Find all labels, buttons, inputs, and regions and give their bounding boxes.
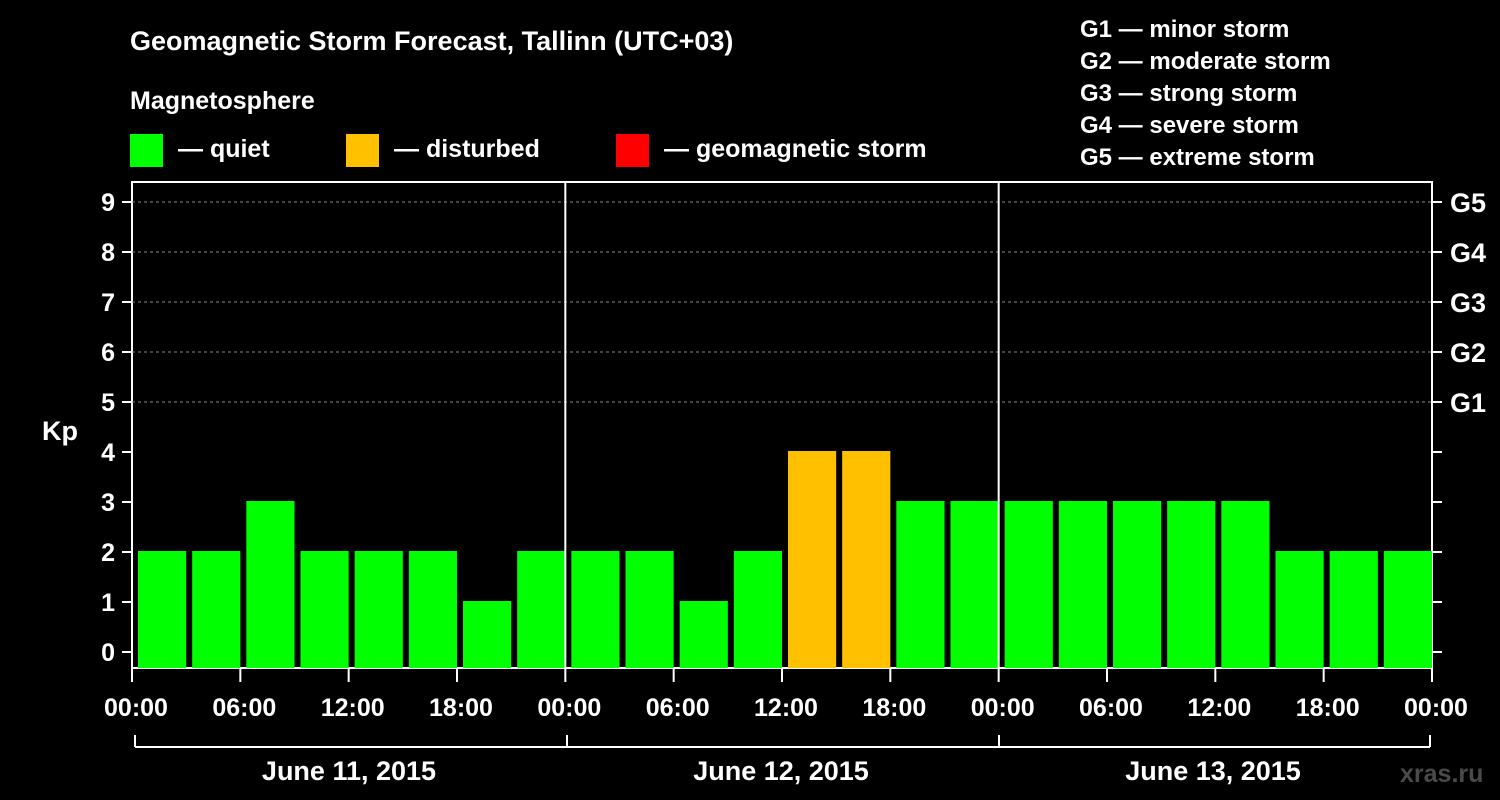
legend-label-storm: — geomagnetic storm <box>664 135 927 163</box>
y-tick-label-9: 9 <box>101 189 115 217</box>
legend-swatch-disturbed <box>346 134 379 167</box>
x-tick-label-2: 12:00 <box>321 694 385 722</box>
bar-18 <box>1113 501 1162 668</box>
y-tick-label-5: 5 <box>101 389 115 417</box>
x-tick-label-12: 00:00 <box>1404 694 1468 722</box>
y-tick-label-7: 7 <box>101 289 115 317</box>
storm-scale-g2: G2 — moderate storm <box>1080 48 1331 75</box>
bar-4 <box>354 551 403 668</box>
bar-10 <box>679 601 728 668</box>
storm-scale-g1: G1 — minor storm <box>1080 16 1289 43</box>
bar-9 <box>625 551 674 668</box>
bar-22 <box>1329 551 1378 668</box>
x-tick-label-4: 00:00 <box>537 694 601 722</box>
g-level-label-g5: G5 <box>1450 188 1486 218</box>
legend-swatch-storm <box>616 134 649 167</box>
bar-12 <box>788 451 837 668</box>
axes-layer: 0 1 2 3 4 5 6 7 8 9 G1 G2 G3 G4 G5 00:00 06:00 12:00 18:00… <box>101 182 1486 748</box>
y-tick-label-1: 1 <box>101 589 115 617</box>
bars-layer <box>138 451 1432 668</box>
bar-19 <box>1167 501 1216 668</box>
storm-scale-g4: G4 — severe storm <box>1080 112 1299 139</box>
y-tick-label-2: 2 <box>101 539 115 567</box>
x-tick-label-5: 06:00 <box>646 694 710 722</box>
bar-23 <box>1383 551 1432 668</box>
day-label-2: June 12, 2015 <box>693 756 869 786</box>
legend-label-quiet: — quiet <box>178 135 270 163</box>
day-label-1: June 11, 2015 <box>262 756 436 786</box>
day-label-3: June 13, 2015 <box>1125 756 1301 786</box>
bar-14 <box>896 501 945 668</box>
legend-heading: Magnetosphere <box>130 87 315 115</box>
legend-label-disturbed: — disturbed <box>394 135 540 163</box>
bar-1 <box>192 551 241 668</box>
bar-6 <box>463 601 512 668</box>
bar-3 <box>300 551 349 668</box>
y-tick-label-0: 0 <box>101 639 115 667</box>
x-tick-label-11: 18:00 <box>1296 694 1360 722</box>
storm-scale-g5: G5 — extreme storm <box>1080 144 1315 171</box>
x-tick-label-8: 00:00 <box>971 694 1035 722</box>
g-level-label-g1: G1 <box>1450 388 1486 418</box>
bar-17 <box>1058 501 1107 668</box>
storm-scale-g3: G3 — strong storm <box>1080 80 1297 107</box>
x-tick-label-10: 12:00 <box>1187 694 1251 722</box>
bar-8 <box>571 551 620 668</box>
bar-7 <box>517 551 566 668</box>
grid-layer <box>132 201 1432 403</box>
y-tick-label-4: 4 <box>101 439 115 467</box>
bar-5 <box>408 551 457 668</box>
bar-0 <box>138 551 187 668</box>
g-level-label-g4: G4 <box>1450 238 1486 268</box>
x-tick-label-3: 18:00 <box>429 694 493 722</box>
chart-title: Geomagnetic Storm Forecast, Tallinn (UTC… <box>130 26 733 56</box>
bar-13 <box>842 451 891 668</box>
x-tick-label-7: 18:00 <box>862 694 926 722</box>
legend-swatch-quiet <box>130 134 163 167</box>
bar-2 <box>246 501 295 668</box>
bar-21 <box>1275 551 1324 668</box>
x-tick-label-0: 00:00 <box>104 694 168 722</box>
g-level-label-g2: G2 <box>1450 338 1486 368</box>
y-tick-label-8: 8 <box>101 239 115 267</box>
y-axis-label: Kp <box>42 416 78 446</box>
watermark: xras.ru <box>1400 760 1483 788</box>
g-level-label-g3: G3 <box>1450 288 1486 318</box>
bar-16 <box>1004 501 1053 668</box>
bar-20 <box>1221 501 1270 668</box>
x-tick-label-6: 12:00 <box>754 694 818 722</box>
y-tick-label-3: 3 <box>101 489 115 517</box>
x-tick-label-9: 06:00 <box>1079 694 1143 722</box>
y-tick-label-6: 6 <box>101 339 115 367</box>
bar-15 <box>950 501 999 668</box>
bar-11 <box>733 551 782 668</box>
x-tick-label-1: 06:00 <box>212 694 276 722</box>
